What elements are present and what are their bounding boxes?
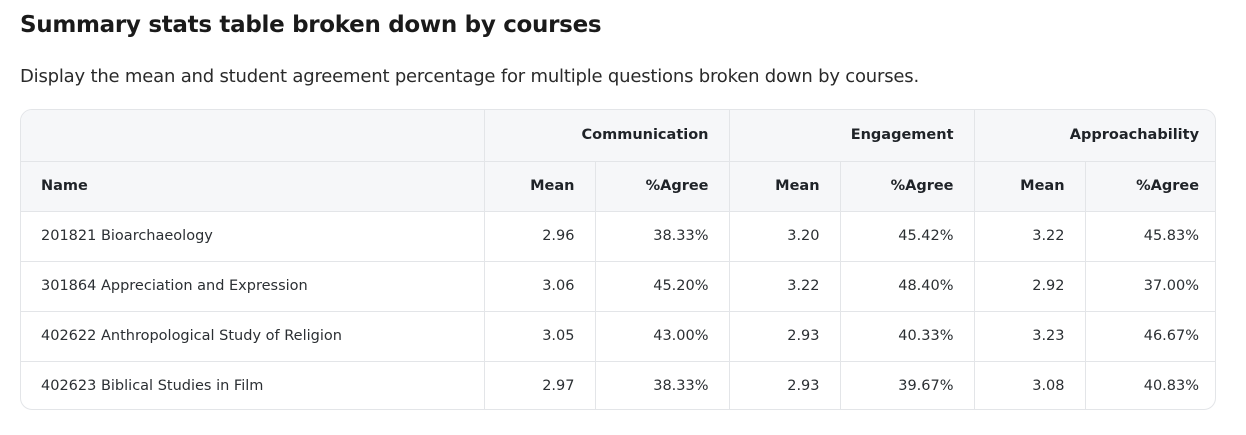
column-header-approachability-agree: %Agree (1084, 161, 1215, 212)
communication-agree-cell: 38.33% (594, 361, 730, 409)
summary-stats-table-container: Communication Engagement Approachability… (20, 109, 1216, 410)
approachability-agree-cell: 40.83% (1084, 361, 1215, 409)
approachability-mean-cell: 3.22 (973, 211, 1086, 262)
column-header-name: Name (21, 161, 484, 212)
column-header-approachability-mean: Mean (973, 161, 1086, 212)
group-header-communication: Communication (483, 110, 730, 162)
communication-mean-cell: 2.97 (483, 361, 595, 409)
communication-mean-cell: 2.96 (483, 211, 595, 262)
table-row: 201821 Bioarchaeology 2.96 38.33% 3.20 4… (21, 211, 1215, 262)
course-name-cell: 201821 Bioarchaeology (21, 211, 484, 262)
table-header: Communication Engagement Approachability… (21, 110, 1215, 212)
column-header-row: Name Mean %Agree Mean %Agree Mean %Agree (21, 161, 1215, 212)
communication-agree-cell: 45.20% (594, 261, 730, 312)
course-name-cell: 301864 Appreciation and Expression (21, 261, 484, 312)
engagement-agree-cell: 48.40% (839, 261, 975, 312)
table-row: 402622 Anthropological Study of Religion… (21, 311, 1215, 362)
approachability-mean-cell: 3.08 (973, 361, 1086, 409)
column-header-engagement-agree: %Agree (839, 161, 975, 212)
engagement-mean-cell: 3.20 (728, 211, 841, 262)
engagement-mean-cell: 2.93 (728, 361, 841, 409)
approachability-agree-cell: 37.00% (1084, 261, 1215, 312)
table-row: 402623 Biblical Studies in Film 2.97 38.… (21, 361, 1215, 409)
group-header-empty (21, 110, 484, 162)
approachability-agree-cell: 46.67% (1084, 311, 1215, 362)
course-name-cell: 402623 Biblical Studies in Film (41, 378, 264, 395)
approachability-mean-cell: 2.92 (973, 261, 1086, 312)
group-header-engagement: Engagement (728, 110, 975, 162)
communication-mean-cell: 3.05 (483, 311, 595, 362)
table-body: 201821 Bioarchaeology 2.96 38.33% 3.20 4… (21, 211, 1215, 409)
page-subtitle: Display the mean and student agreement p… (20, 66, 919, 87)
engagement-agree-cell: 45.42% (839, 211, 975, 262)
column-header-communication-mean: Mean (483, 161, 595, 212)
table-row: 301864 Appreciation and Expression 3.06 … (21, 261, 1215, 312)
engagement-agree-cell: 40.33% (839, 311, 975, 362)
approachability-agree-cell: 45.83% (1084, 211, 1215, 262)
approachability-mean-cell: 3.23 (973, 311, 1086, 362)
summary-stats-table: Communication Engagement Approachability… (21, 110, 1215, 409)
communication-mean-cell: 3.06 (483, 261, 595, 312)
group-header-approachability: Approachability (973, 110, 1215, 162)
column-header-engagement-mean: Mean (728, 161, 841, 212)
engagement-agree-cell: 39.67% (839, 361, 975, 409)
column-header-communication-agree: %Agree (594, 161, 730, 212)
engagement-mean-cell: 2.93 (728, 311, 841, 362)
communication-agree-cell: 38.33% (594, 211, 730, 262)
group-header-row: Communication Engagement Approachability (21, 110, 1215, 162)
course-name-cell: 402622 Anthropological Study of Religion (21, 311, 484, 362)
engagement-mean-cell: 3.22 (728, 261, 841, 312)
page-title: Summary stats table broken down by cours… (20, 12, 602, 38)
communication-agree-cell: 43.00% (594, 311, 730, 362)
